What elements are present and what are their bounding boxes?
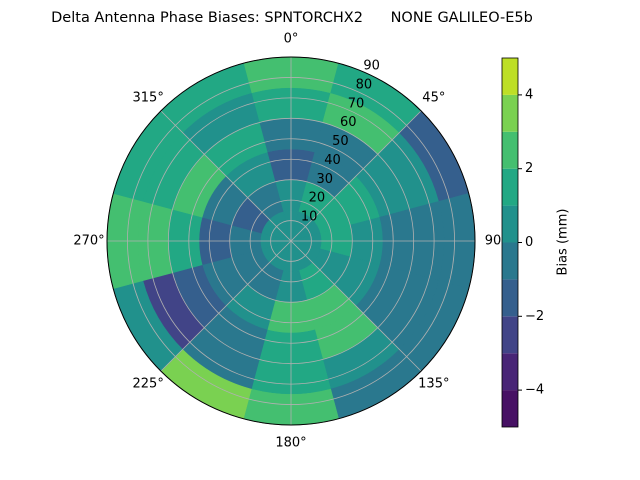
colorbar-tick-label: −2 bbox=[525, 309, 544, 324]
colorbar-tick-label: 2 bbox=[525, 161, 533, 176]
r-tick-label: 80 bbox=[356, 77, 373, 92]
colorbar-tick-label: 4 bbox=[525, 87, 533, 102]
grid-spoke bbox=[290, 110, 422, 242]
r-tick-label: 50 bbox=[332, 134, 349, 149]
theta-tick-label: 90 bbox=[485, 234, 502, 249]
colorbar-tick-label: 0 bbox=[525, 235, 533, 250]
colorbar-band bbox=[502, 390, 518, 427]
theta-tick-label: 180° bbox=[275, 436, 306, 451]
theta-tick-label: 270° bbox=[73, 234, 104, 249]
colorbar-band bbox=[502, 168, 518, 206]
colorbar-band bbox=[502, 279, 518, 317]
r-tick-label: 60 bbox=[340, 115, 357, 130]
plot-frame bbox=[106, 56, 476, 426]
theta-tick-label: 0° bbox=[284, 32, 299, 47]
theta-tick-label: 135° bbox=[418, 376, 449, 391]
colorbar-tick-label: −4 bbox=[525, 383, 544, 398]
grid-spoke bbox=[290, 240, 422, 372]
colorbar-band bbox=[502, 353, 518, 391]
r-tick-label: 10 bbox=[301, 210, 318, 225]
r-tick-label: 40 bbox=[324, 153, 341, 168]
r-tick-label: 30 bbox=[316, 172, 333, 187]
chart-title: Delta Antenna Phase Biases: SPNTORCHX2 N… bbox=[51, 10, 533, 26]
colorbar-label: Bias (mm) bbox=[556, 209, 571, 276]
colorbar-band bbox=[502, 316, 518, 354]
colorbar-band bbox=[502, 58, 518, 95]
r-tick-label: 70 bbox=[348, 96, 365, 111]
colorbar-band bbox=[502, 205, 518, 243]
colorbar-band bbox=[502, 131, 518, 169]
theta-tick-label: 45° bbox=[422, 91, 445, 106]
theta-tick-label: 315° bbox=[133, 91, 164, 106]
grid-spoke bbox=[160, 110, 292, 242]
colorbar-band bbox=[502, 94, 518, 132]
r-tick-label: 20 bbox=[309, 191, 326, 206]
theta-tick-label: 225° bbox=[133, 376, 164, 391]
colorbar-band bbox=[502, 242, 518, 280]
grid-spoke bbox=[160, 240, 292, 372]
r-tick-label: 90 bbox=[363, 59, 380, 74]
